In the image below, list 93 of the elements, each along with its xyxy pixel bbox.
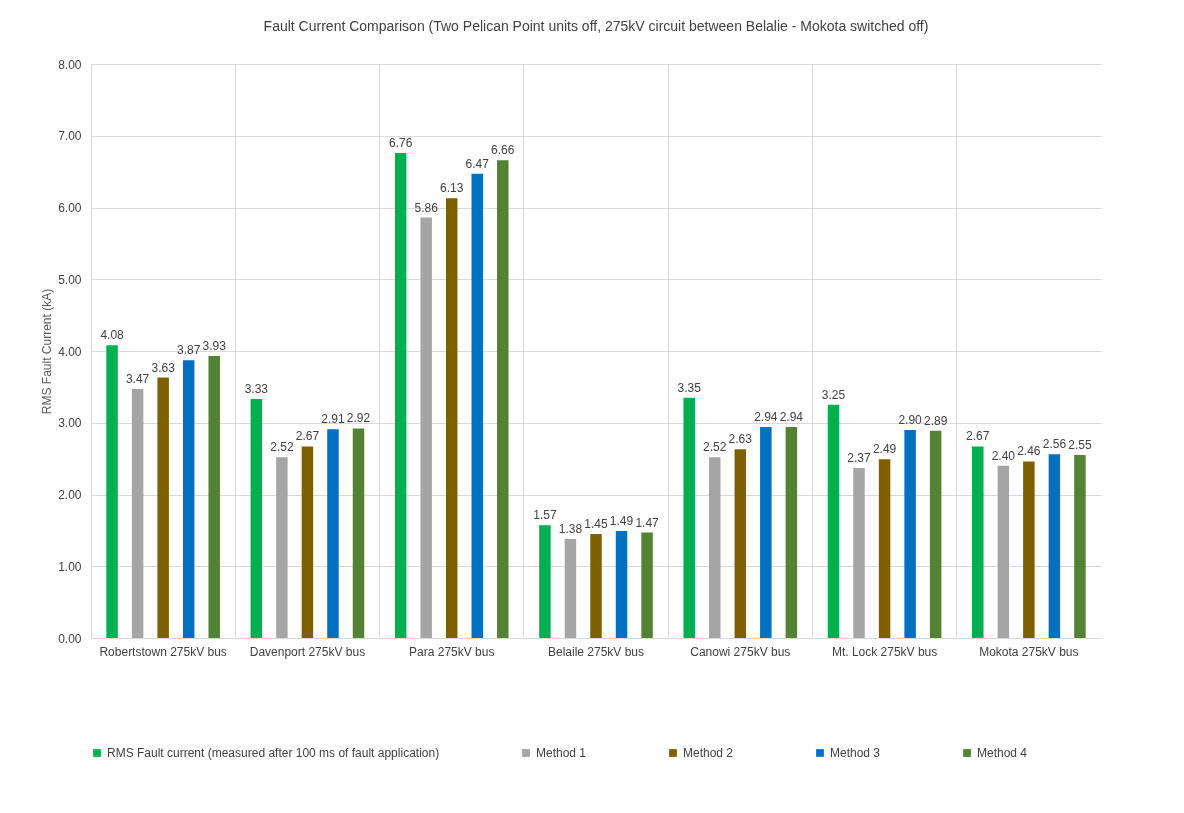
bar (352, 428, 365, 638)
data-label: 3.87 (177, 343, 201, 358)
x-tick-label: Para 275kV bus (409, 644, 495, 659)
data-label: 2.55 (1068, 438, 1092, 453)
x-tick-label: Mt. Lock 275kV bus (831, 644, 938, 659)
data-label: 1.57 (533, 508, 557, 523)
y-tick-label: 1.00 (58, 559, 82, 574)
data-label: 1.47 (635, 515, 660, 530)
legend-label: Method 1 (536, 746, 587, 760)
data-label: 3.63 (151, 360, 176, 375)
bar (785, 427, 798, 638)
bar (564, 538, 577, 638)
bar (683, 397, 695, 638)
bar (394, 152, 407, 638)
bar (471, 173, 483, 638)
bar (878, 459, 891, 638)
legend-label: RMS Fault current (measured after 100 ms of fault application) (107, 746, 440, 760)
legend-label: Method 4 (977, 746, 1028, 760)
x-tick-label: Robertstown 275kV bus (99, 644, 227, 659)
data-label: 2.40 (991, 448, 1016, 463)
data-label: 3.25 (821, 387, 846, 402)
data-label: 2.46 (1017, 444, 1041, 459)
bar (1074, 455, 1086, 638)
data-label: 2.52 (703, 440, 727, 455)
data-label: 3.33 (244, 382, 269, 397)
data-label: 2.91 (321, 412, 345, 427)
y-tick-label: 0.00 (58, 631, 82, 646)
data-label: 3.47 (125, 372, 150, 387)
bar (301, 446, 314, 638)
data-label: 2.56 (1042, 437, 1067, 452)
data-label: 4.08 (100, 328, 125, 343)
bar (208, 356, 220, 638)
data-label: 2.52 (270, 440, 294, 455)
data-label: 1.45 (584, 516, 608, 531)
data-label: 2.89 (923, 413, 948, 428)
legend-label: Method 3 (830, 746, 881, 760)
data-label: 2.92 (346, 411, 371, 426)
bar (997, 465, 1010, 638)
data-label: 2.90 (898, 412, 923, 427)
data-label: 2.94 (754, 410, 778, 425)
data-label: 6.47 (465, 156, 490, 171)
y-tick-label: 2.00 (58, 488, 82, 502)
bar (131, 389, 144, 638)
y-tick-label: 5.00 (58, 272, 82, 287)
bar (615, 531, 628, 638)
bar (734, 449, 747, 638)
y-tick-label: 8.00 (58, 57, 82, 72)
bar (1023, 461, 1035, 638)
bar (445, 198, 458, 638)
y-tick-label: 6.00 (58, 201, 82, 215)
y-tick-label: 4.00 (58, 344, 82, 359)
bar (590, 533, 602, 638)
y-tick-label: 7.00 (58, 129, 82, 144)
bar (276, 457, 288, 638)
bar (709, 457, 721, 638)
data-label: 2.49 (872, 442, 897, 457)
data-label: 5.86 (414, 200, 439, 215)
data-label: 2.67 (966, 429, 990, 444)
bar (972, 446, 984, 638)
y-axis-title: RMS Fault Current (kA) (40, 288, 55, 415)
bar (497, 160, 509, 638)
data-label: 3.93 (202, 339, 227, 354)
data-label: 6.13 (440, 181, 464, 196)
data-label: 6.76 (388, 135, 413, 150)
bar (420, 217, 432, 638)
bar (929, 430, 942, 638)
legend-label: Method 2 (683, 746, 734, 760)
bar (157, 377, 169, 638)
data-label: 6.66 (491, 143, 515, 158)
bar (641, 532, 653, 638)
chart-title: Fault Current Comparison (Two Pelican Point units off, 275kV circuit between Belalie - Mokota switched off) (263, 18, 929, 34)
data-label: 1.38 (558, 521, 583, 536)
bar (853, 467, 865, 638)
x-tick-label: Belaile 275kV bus (547, 644, 645, 659)
bar (182, 360, 195, 638)
bar (539, 525, 551, 638)
x-tick-label: Mokota 275kV bus (979, 644, 1079, 659)
data-label: 1.49 (609, 514, 634, 529)
data-label: 3.35 (677, 380, 702, 395)
bar (250, 399, 263, 638)
bar (827, 404, 840, 638)
y-tick-label: 3.00 (58, 416, 82, 431)
x-tick-label: Canowi 275kV bus (690, 644, 791, 659)
bar (327, 429, 339, 638)
bar (760, 427, 772, 638)
data-label: 2.37 (847, 450, 872, 465)
bar (904, 429, 916, 638)
data-label: 2.63 (728, 432, 753, 447)
bar (1048, 454, 1061, 638)
bar (106, 345, 118, 638)
x-tick-label: Davenport 275kV bus (249, 644, 366, 659)
data-label: 2.94 (779, 410, 804, 425)
data-label: 2.67 (295, 429, 320, 444)
